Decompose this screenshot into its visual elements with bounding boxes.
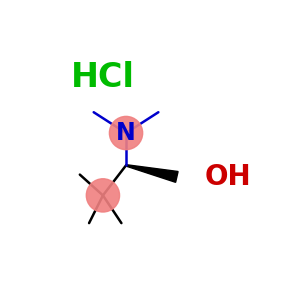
- Text: HCl: HCl: [71, 61, 135, 94]
- Text: N: N: [116, 121, 136, 145]
- Text: OH: OH: [205, 163, 251, 191]
- Circle shape: [86, 179, 120, 212]
- Circle shape: [110, 116, 143, 150]
- Polygon shape: [126, 165, 178, 182]
